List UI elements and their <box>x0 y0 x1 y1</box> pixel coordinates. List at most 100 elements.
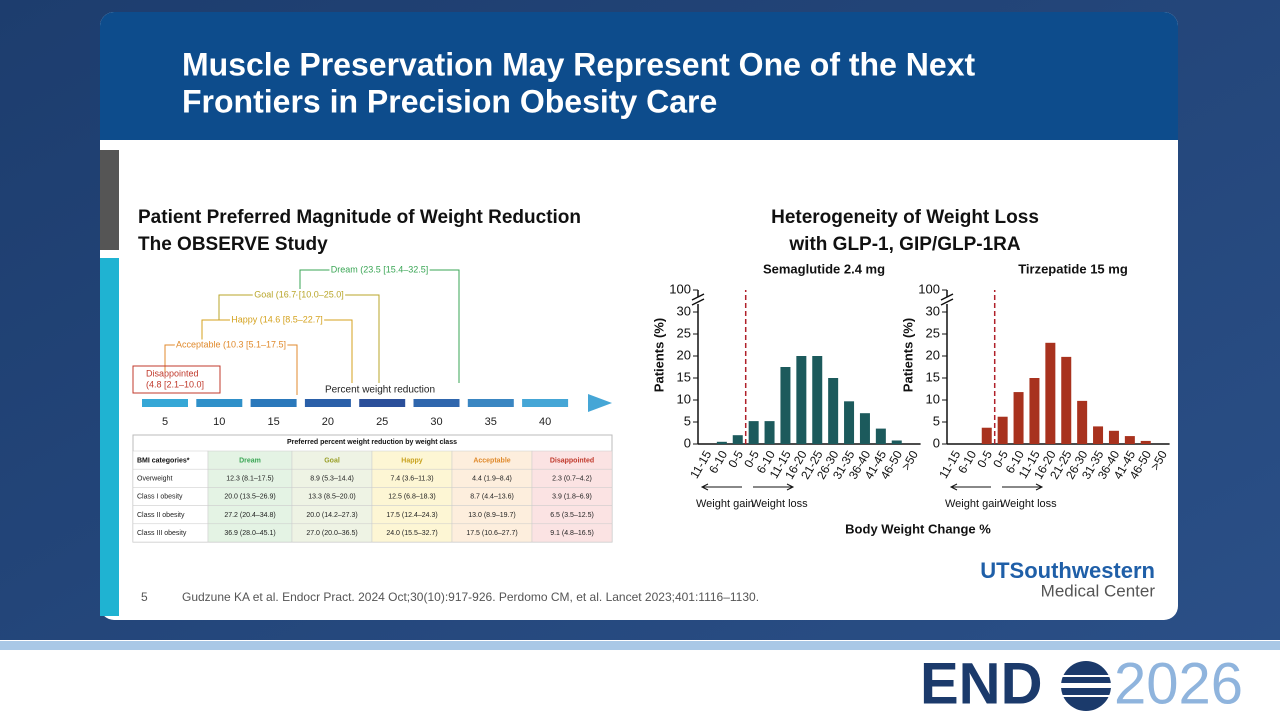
y-tick-label: 5 <box>933 413 940 428</box>
bar <box>891 440 902 444</box>
timeline-tick-label: 15 <box>267 416 279 428</box>
bar <box>1108 430 1119 444</box>
timeline-tick-label: 35 <box>485 416 497 428</box>
timeline-segment <box>467 399 514 407</box>
bar <box>748 421 759 444</box>
bracket <box>299 269 460 383</box>
logo-text: END <box>920 651 1042 716</box>
bar <box>716 441 727 444</box>
bar <box>812 356 823 444</box>
table-cell-text: 12.3 (8.1–17.5) <box>226 476 273 483</box>
bar <box>1077 400 1088 444</box>
bar <box>1029 378 1040 444</box>
table-caption: Preferred percent weight reduction by we… <box>287 439 457 446</box>
bracket-label: (4.8 [2.1–10.0] <box>146 379 204 389</box>
table-header: Goal <box>324 457 340 464</box>
citation: Gudzune KA et al. Endocr Pract. 2024 Oct… <box>182 590 759 604</box>
chart-title: Semaglutide 2.4 mg <box>763 261 885 276</box>
bar <box>859 413 870 444</box>
table-cell-text: Overweight <box>137 476 172 483</box>
y-tick-label: 100 <box>669 281 691 296</box>
bar <box>997 416 1008 444</box>
table-cell-text: 6.5 (3.5–12.5) <box>550 512 594 519</box>
table-cell-text: 2.3 (0.7–4.2) <box>552 476 592 483</box>
timeline-segment <box>250 399 297 407</box>
heading: Heterogeneity of Weight Loss <box>771 207 1039 228</box>
table-cell-text: Class I obesity <box>137 494 183 501</box>
direction-label: Weight loss <box>1000 498 1057 510</box>
bar <box>828 378 839 444</box>
direction-arrow <box>753 483 795 491</box>
table-cell-text: 36.9 (28.0–45.1) <box>224 530 275 537</box>
y-tick-label: 25 <box>926 325 940 340</box>
bracket <box>164 344 298 395</box>
y-tick-label: 100 <box>918 281 940 296</box>
timeline-arrow <box>588 394 612 412</box>
timeline-segment <box>522 399 569 407</box>
bar <box>981 427 992 444</box>
direction-label: Weight gain <box>945 498 1003 510</box>
direction-arrow <box>700 483 742 491</box>
bracket-box <box>132 365 221 394</box>
bar <box>780 367 791 444</box>
y-tick-label: 10 <box>677 391 691 406</box>
table-header: Dream <box>239 457 261 464</box>
timeline-label: Percent weight reduction <box>325 385 435 396</box>
bar <box>875 428 886 444</box>
table-header: Happy <box>401 457 423 464</box>
slide-title: Muscle Preservation May Represent One of… <box>182 46 975 82</box>
y-tick-label: 15 <box>926 369 940 384</box>
y-tick-label: 20 <box>926 347 940 362</box>
y-tick-label: 10 <box>926 391 940 406</box>
timeline-tick-label: 5 <box>162 416 168 428</box>
bracket-label: Acceptable (10.3 [5.1–17.5] <box>176 339 286 349</box>
y-tick-label: 0 <box>933 435 940 450</box>
table-cell-text: 12.5 (6.8–18.3) <box>388 494 435 501</box>
axis-break <box>940 293 954 306</box>
y-tick-label: 30 <box>926 303 940 318</box>
y-tick-label: 30 <box>677 303 691 318</box>
timeline-tick-label: 20 <box>322 416 334 428</box>
table-cell-text: 27.0 (20.0–36.5) <box>306 530 357 537</box>
table-cell-text: 17.5 (12.4–24.3) <box>386 512 437 519</box>
bracket-label: Happy (14.6 [8.5–22.7] <box>231 314 323 324</box>
heading: Patient Preferred Magnitude of Weight Re… <box>138 207 581 228</box>
timeline-segment <box>413 399 460 407</box>
direction-label: Weight loss <box>751 498 808 510</box>
timeline-segment <box>304 399 351 407</box>
timeline-tick-label: 10 <box>213 416 225 428</box>
y-tick-label: 20 <box>677 347 691 362</box>
bracket-label: Dream (23.5 [15.4–32.5] <box>331 264 429 274</box>
header-band <box>100 12 1178 140</box>
bar <box>796 356 807 444</box>
table-cell <box>531 523 613 543</box>
table-cell-text: 4.4 (1.9–8.4) <box>472 476 512 483</box>
bar <box>732 435 743 444</box>
y-tick-label: 15 <box>677 369 691 384</box>
logo-text: Medical Center <box>1041 581 1156 600</box>
bar <box>1061 356 1072 444</box>
timeline-tick-label: 40 <box>539 416 551 428</box>
table-cell-text: 20.0 (13.5–26.9) <box>224 494 275 501</box>
logo-globe <box>1060 661 1112 711</box>
timeline-segment <box>359 399 406 407</box>
table-cell-text: 9.1 (4.8–16.5) <box>550 530 594 537</box>
bracket <box>218 294 380 383</box>
slide-title: Frontiers in Precision Obesity Care <box>182 83 717 119</box>
table-header: Disappointed <box>550 457 594 464</box>
timeline-tick-label: 25 <box>376 416 388 428</box>
y-axis-label: Patients (%) <box>900 318 915 392</box>
table-cell-text: 17.5 (10.6–27.7) <box>466 530 517 537</box>
table-cell-text: 7.4 (3.6–11.3) <box>390 476 433 483</box>
heading: The OBSERVE Study <box>138 234 328 255</box>
page-number: 5 <box>141 590 148 604</box>
bar <box>1013 392 1024 444</box>
timeline-segment <box>196 399 243 407</box>
bar <box>1045 342 1056 444</box>
heading: with GLP-1, GIP/GLP-1RA <box>788 234 1020 255</box>
timeline-segment <box>142 399 188 407</box>
bar <box>1140 440 1151 444</box>
footer-strip <box>0 641 1280 650</box>
y-tick-label: 25 <box>677 325 691 340</box>
